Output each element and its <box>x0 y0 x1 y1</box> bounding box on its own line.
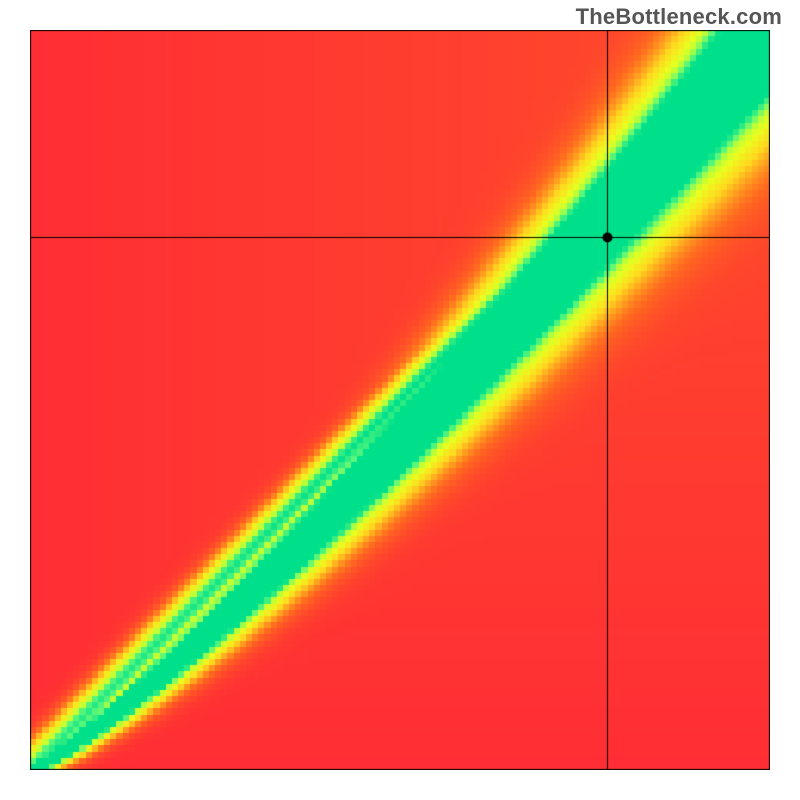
chart-container: TheBottleneck.com <box>0 0 800 800</box>
bottleneck-heatmap <box>30 30 770 770</box>
watermark-text: TheBottleneck.com <box>576 4 782 30</box>
